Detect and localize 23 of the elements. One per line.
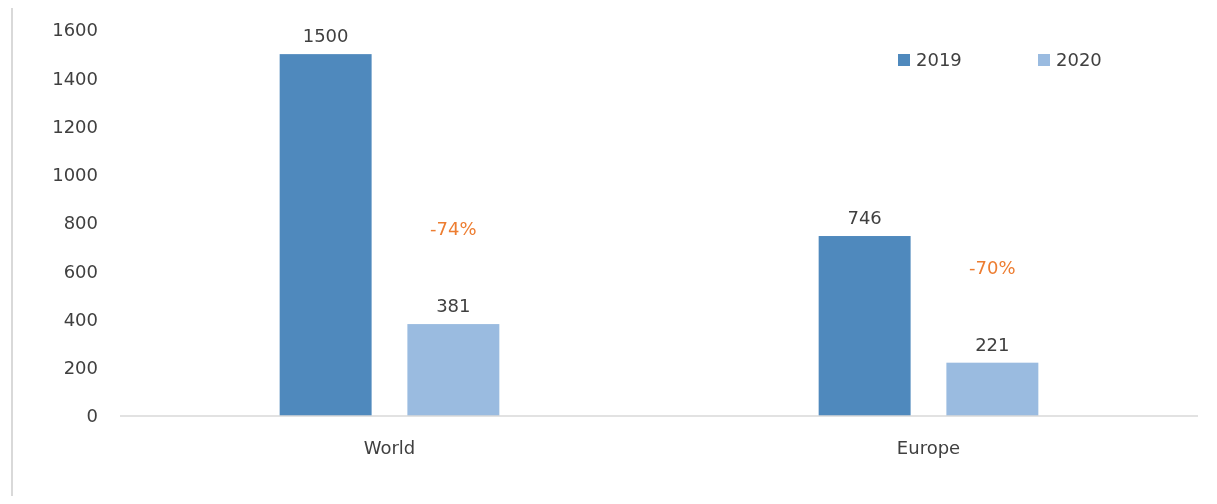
bar — [818, 236, 911, 416]
y-tick-label: 400 — [63, 308, 98, 330]
data-label: 746 — [847, 207, 882, 229]
x-tick-label: World — [363, 437, 416, 458]
y-tick-label: 800 — [63, 212, 98, 234]
bar — [407, 324, 500, 416]
data-label: 221 — [975, 333, 1010, 355]
legend-label: 2019 — [916, 49, 962, 71]
bar — [279, 54, 372, 416]
bar — [946, 362, 1039, 416]
y-tick-label: 1600 — [52, 19, 98, 41]
y-tick-label: 0 — [86, 405, 98, 427]
x-tick-label: Europe — [896, 437, 961, 458]
y-tick-label: 1200 — [52, 115, 98, 137]
data-label: 1500 — [302, 25, 349, 47]
annotation: -70% — [969, 256, 1016, 278]
y-tick-label: 200 — [63, 357, 98, 379]
y-tick-label: 1400 — [52, 67, 98, 89]
y-tick-label: 600 — [63, 260, 98, 282]
data-label: 381 — [436, 295, 471, 317]
annotation: -74% — [430, 218, 477, 240]
y-tick-label: 1000 — [52, 164, 98, 186]
legend-label: 2020 — [1056, 49, 1102, 71]
